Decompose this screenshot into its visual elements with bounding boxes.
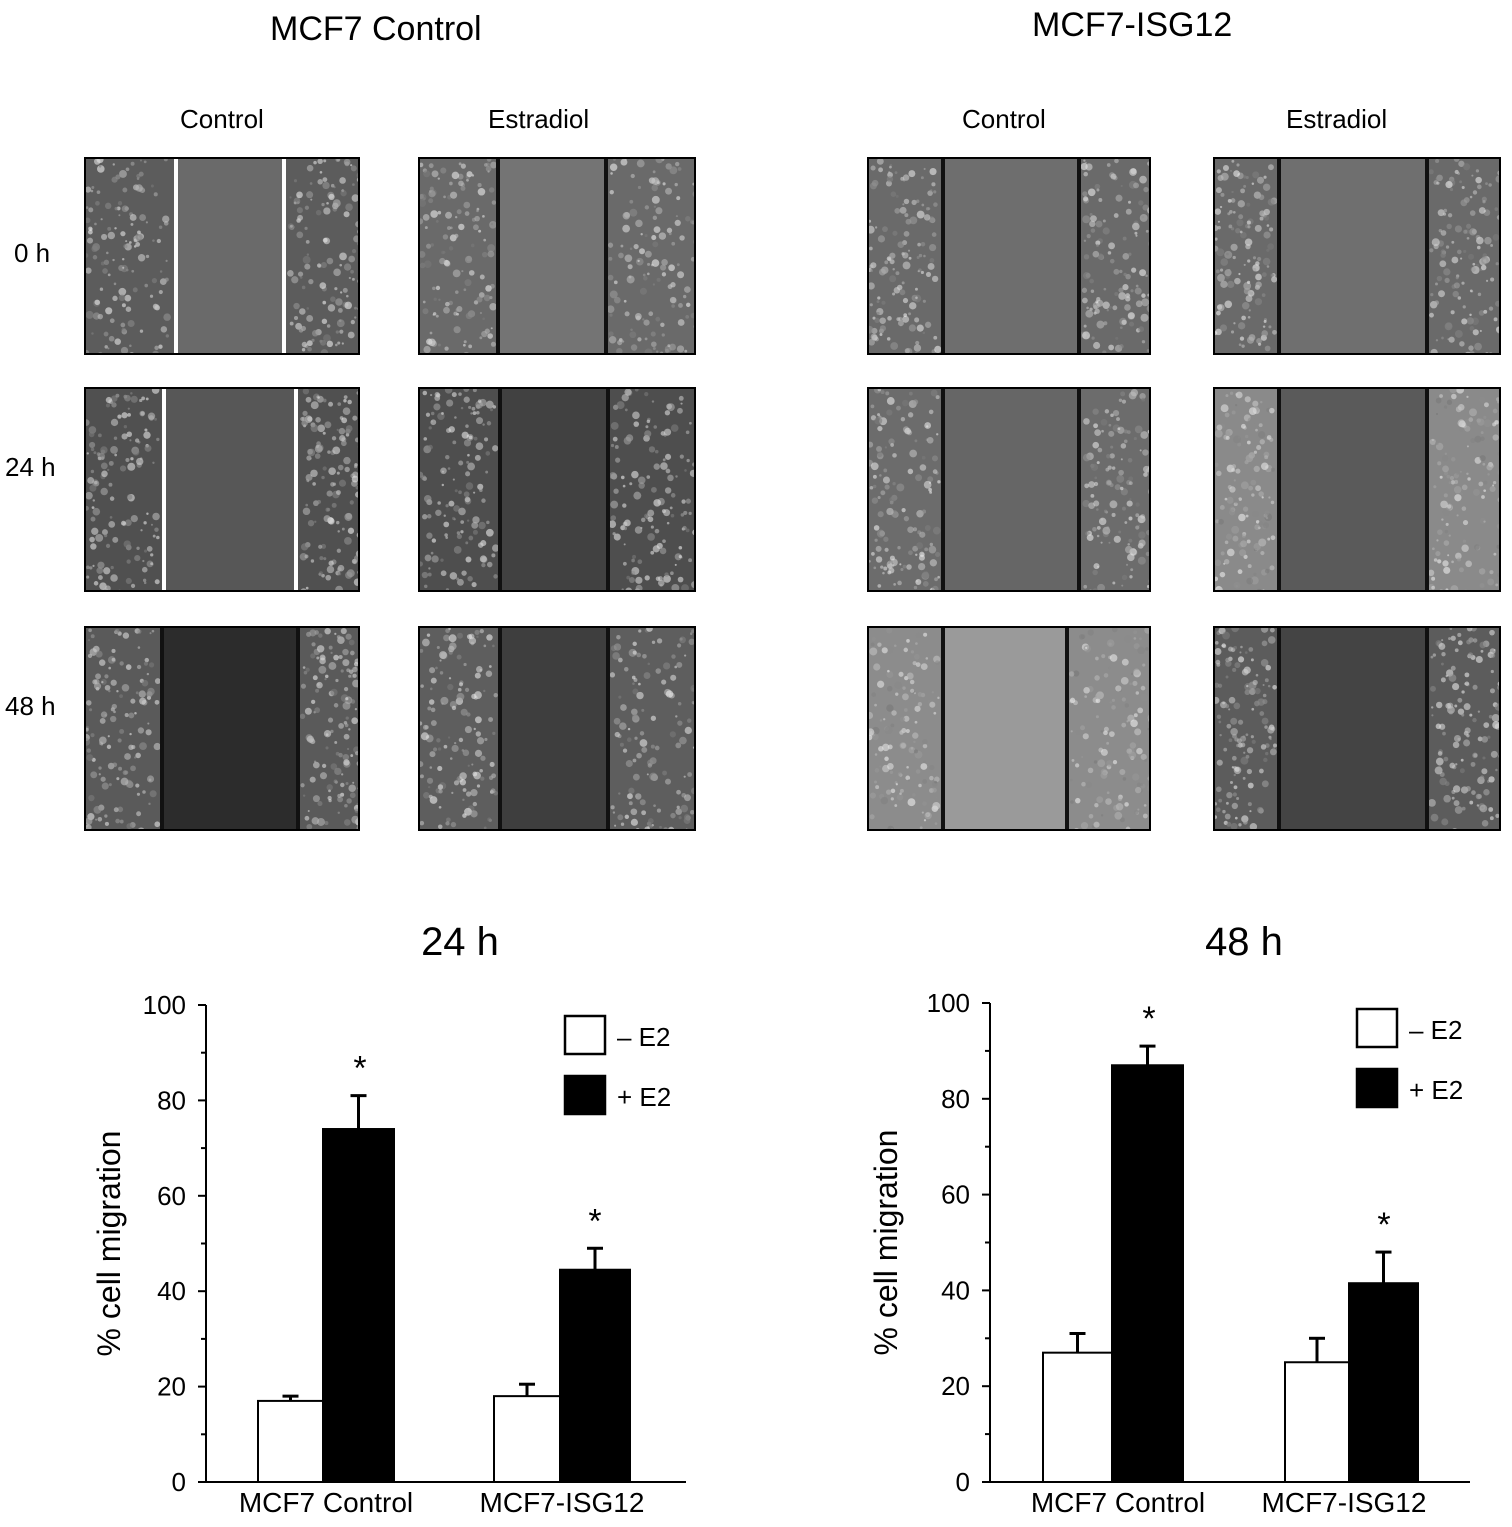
y-tick-label: 80: [941, 1084, 970, 1114]
legend-label: – E2: [1409, 1015, 1463, 1045]
category-label: MCF7 Control: [1031, 1487, 1205, 1518]
y-axis-label: % cell migration: [868, 1130, 904, 1356]
row-heading-24h: 24 h: [5, 452, 56, 482]
significance-star: *: [1142, 1000, 1155, 1038]
significance-star: *: [353, 1050, 366, 1088]
bar: [322, 1128, 395, 1484]
bar-chart-1: 48 h 0 20 40 60 80 100 % cell migration * MCF7 Co…: [868, 920, 1470, 1518]
wound-healing-micrograph: [418, 157, 696, 355]
bar: [1348, 1282, 1419, 1483]
category-label: MCF7-ISG12: [480, 1487, 645, 1518]
chart-title: 48 h: [1205, 920, 1283, 964]
wound-healing-micrograph: [84, 157, 360, 355]
row-heading-0h: 0 h: [14, 238, 51, 268]
significance-star: *: [1377, 1206, 1390, 1244]
y-tick-label: 80: [157, 1085, 186, 1115]
wound-healing-micrograph: [1213, 626, 1501, 831]
y-tick-label: 0: [172, 1467, 186, 1497]
chart-title: 24 h: [421, 920, 499, 964]
y-tick-label: 0: [956, 1467, 970, 1497]
wound-healing-micrograph: [418, 387, 696, 592]
bar-chart-0: 24 h 0 20 40 60 80 100 % cell migration * MCF7 Co…: [91, 920, 686, 1518]
significance-star: *: [588, 1202, 601, 1240]
legend-swatch: [1355, 1007, 1399, 1049]
column-heading-estradiol: Estradiol: [1286, 104, 1388, 134]
y-tick-label: 20: [941, 1371, 970, 1401]
bar: [257, 1399, 324, 1484]
column-heading-estradiol: Estradiol: [488, 104, 590, 134]
bar: [1111, 1064, 1184, 1484]
column-heading-control: Control: [180, 104, 264, 134]
y-tick-label: 20: [157, 1372, 186, 1402]
wound-healing-micrograph: [867, 626, 1151, 831]
wound-healing-micrograph: [1213, 157, 1501, 355]
y-tick-label: 60: [157, 1181, 186, 1211]
bar: [493, 1395, 561, 1484]
wound-healing-micrograph: [84, 626, 360, 831]
y-tick-label: 60: [941, 1180, 970, 1210]
panel-title-mcf7-control: MCF7 Control: [270, 10, 482, 48]
wound-healing-micrograph: [418, 626, 696, 831]
legend-swatch: [1355, 1067, 1399, 1109]
wound-healing-micrograph: [867, 157, 1151, 355]
bar: [1284, 1361, 1350, 1483]
wound-healing-micrograph: [84, 387, 360, 592]
y-tick-label: 100: [927, 988, 970, 1018]
panel-title-mcf7-isg12: MCF7-ISG12: [1032, 6, 1233, 44]
row-heading-48h: 48 h: [5, 691, 56, 721]
y-tick-label: 100: [143, 990, 186, 1020]
wound-healing-micrograph: [1213, 387, 1501, 592]
legend-swatch: [563, 1074, 607, 1116]
legend-label: – E2: [617, 1022, 671, 1052]
legend-swatch: [563, 1014, 607, 1056]
y-axis-label: % cell migration: [91, 1131, 127, 1357]
column-heading-control: Control: [962, 104, 1046, 134]
category-label: MCF7 Control: [239, 1487, 413, 1518]
legend-label: + E2: [617, 1082, 671, 1112]
bar: [1042, 1351, 1113, 1484]
y-tick-label: 40: [157, 1276, 186, 1306]
legend-label: + E2: [1409, 1075, 1463, 1105]
bar: [559, 1268, 631, 1483]
wound-healing-micrograph: [867, 387, 1151, 592]
category-label: MCF7-ISG12: [1262, 1487, 1427, 1518]
y-tick-label: 40: [941, 1275, 970, 1305]
